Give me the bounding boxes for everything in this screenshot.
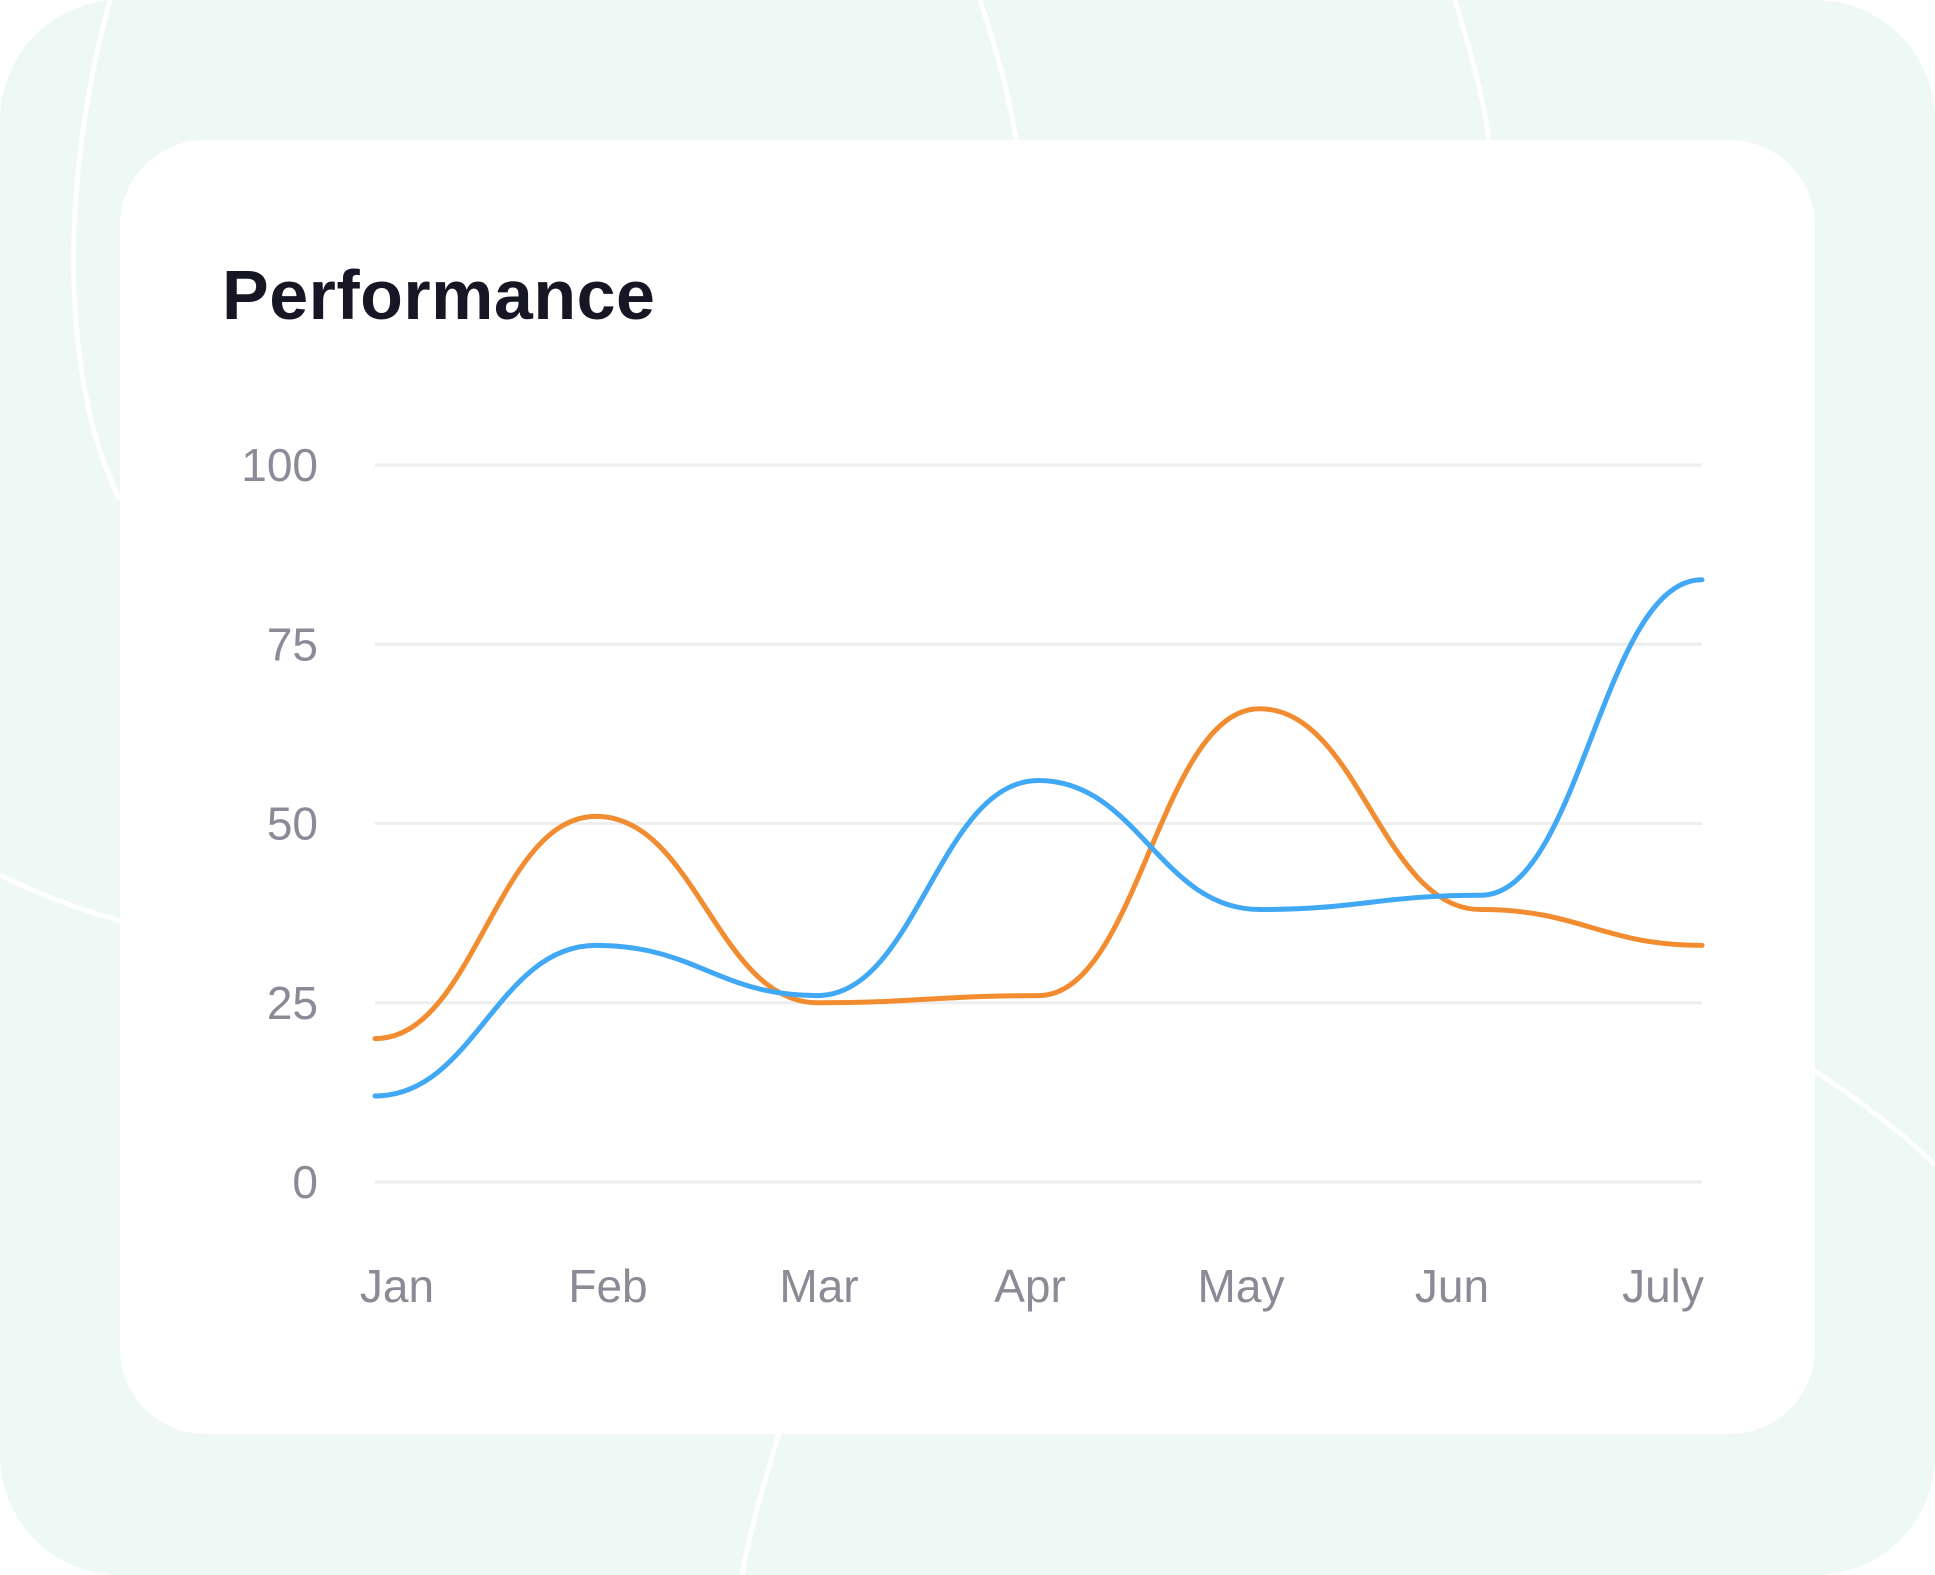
y-tick-label: 25 xyxy=(267,977,318,1029)
y-tick-label: 100 xyxy=(241,439,318,491)
x-tick-label: July xyxy=(1622,1260,1704,1312)
chart-card xyxy=(120,140,1815,1434)
x-tick-label: Apr xyxy=(994,1260,1066,1312)
x-tick-label: May xyxy=(1198,1260,1285,1312)
x-tick-label: Feb xyxy=(568,1260,647,1312)
chart-title: Performance xyxy=(222,256,656,334)
x-tick-label: Jun xyxy=(1415,1260,1489,1312)
x-tick-label: Jan xyxy=(360,1260,434,1312)
series-line-1 xyxy=(372,706,1705,1042)
y-tick-label: 75 xyxy=(267,618,318,670)
x-tick-label: Mar xyxy=(779,1260,858,1312)
y-tick-label: 50 xyxy=(267,798,318,850)
y-tick-label: 0 xyxy=(292,1156,318,1208)
series-line-2 xyxy=(372,577,1705,1099)
